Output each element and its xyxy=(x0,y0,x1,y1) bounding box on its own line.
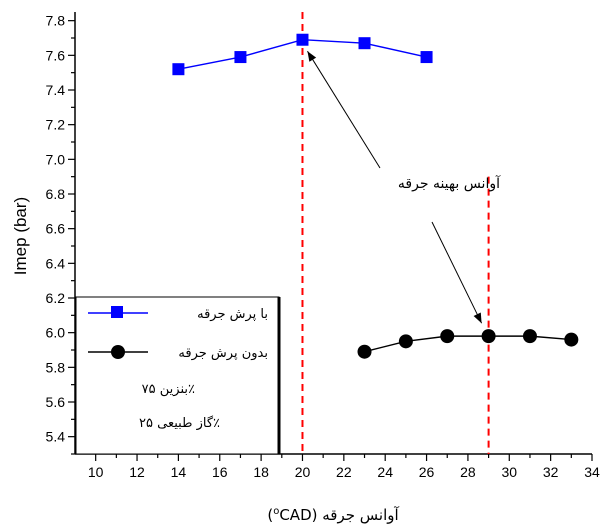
data-point-circle xyxy=(440,329,455,344)
y-tick-label: 6.8 xyxy=(46,186,66,202)
y-tick-label: 6.4 xyxy=(46,255,66,271)
legend-label-without-knock: بدون پرش جرقه xyxy=(178,346,268,361)
legend-fuel-gasoline: بنزین ۷۵٪ xyxy=(142,382,195,397)
data-point-square xyxy=(234,51,247,64)
data-point-square xyxy=(172,63,185,76)
annotation-arrow-line xyxy=(307,50,381,169)
y-tick-label: 5.6 xyxy=(46,394,66,410)
legend-frame xyxy=(75,296,280,455)
data-point-square xyxy=(358,37,371,50)
data-point-circle xyxy=(398,334,413,349)
reference-lines xyxy=(301,12,490,454)
annotation-arrows xyxy=(307,50,483,324)
annotation-arrow-line xyxy=(431,221,483,324)
x-tick-label: 30 xyxy=(501,464,517,480)
legend-fuel-natural-gas: گاز طبیعی ۲۵٪ xyxy=(139,415,220,431)
y-axis-title: Imep (bar) xyxy=(11,197,30,275)
y-tick-label: 7.2 xyxy=(46,117,66,133)
data-point-circle xyxy=(357,344,372,359)
data-point-circle xyxy=(522,329,537,344)
data-point-square xyxy=(296,33,309,46)
annotation-arrow-head xyxy=(473,312,482,324)
y-tick-label: 7.0 xyxy=(46,151,66,167)
y-tick-label: 5.4 xyxy=(46,429,66,445)
y-tick-label: 7.8 xyxy=(46,13,66,29)
x-tick-label: 10 xyxy=(88,464,104,480)
x-tick-label: 18 xyxy=(253,464,269,480)
x-tick-label: 24 xyxy=(377,464,393,480)
x-tick-label: 34 xyxy=(584,464,600,480)
legend-marker-circle xyxy=(111,345,125,359)
legend-marker-square xyxy=(111,306,123,318)
tick-labels: 10 12 14 16 18 20 22 24 26 28 30 32 34 5.4 5.6 5.8 6.0 6.… xyxy=(46,13,600,480)
annotation-label: آوانس بهینه جرقه xyxy=(398,175,501,192)
tick-marks xyxy=(68,20,593,461)
data-point-circle xyxy=(481,329,496,344)
x-axis-title: (oCAD) آوانس جرقه xyxy=(267,506,399,524)
y-tick-label: 6.2 xyxy=(46,290,66,306)
x-tick-label: 14 xyxy=(171,464,187,480)
y-tick-label: 7.6 xyxy=(46,47,66,63)
annotation-arrow-head xyxy=(307,51,317,62)
legend: با پرش جرقه بدون پرش جرقه بنزین ۷۵٪ گاز … xyxy=(75,296,281,455)
x-tick-label: 16 xyxy=(212,464,228,480)
legend-label-with-knock: با پرش جرقه xyxy=(197,307,268,322)
y-tick-label: 7.4 xyxy=(46,82,66,98)
x-tick-label: 32 xyxy=(543,464,559,480)
x-tick-label: 20 xyxy=(295,464,311,480)
x-tick-label: 26 xyxy=(419,464,435,480)
x-tick-label: 22 xyxy=(336,464,352,480)
y-tick-label: 6.0 xyxy=(46,325,66,341)
data-point-circle xyxy=(564,332,579,347)
series-line xyxy=(364,335,572,353)
data-point-square xyxy=(420,51,433,64)
y-tick-label: 6.6 xyxy=(46,221,66,237)
x-tick-label: 28 xyxy=(460,464,476,480)
y-tick-label: 5.8 xyxy=(46,359,66,375)
x-tick-label: 12 xyxy=(129,464,145,480)
series xyxy=(172,33,579,359)
